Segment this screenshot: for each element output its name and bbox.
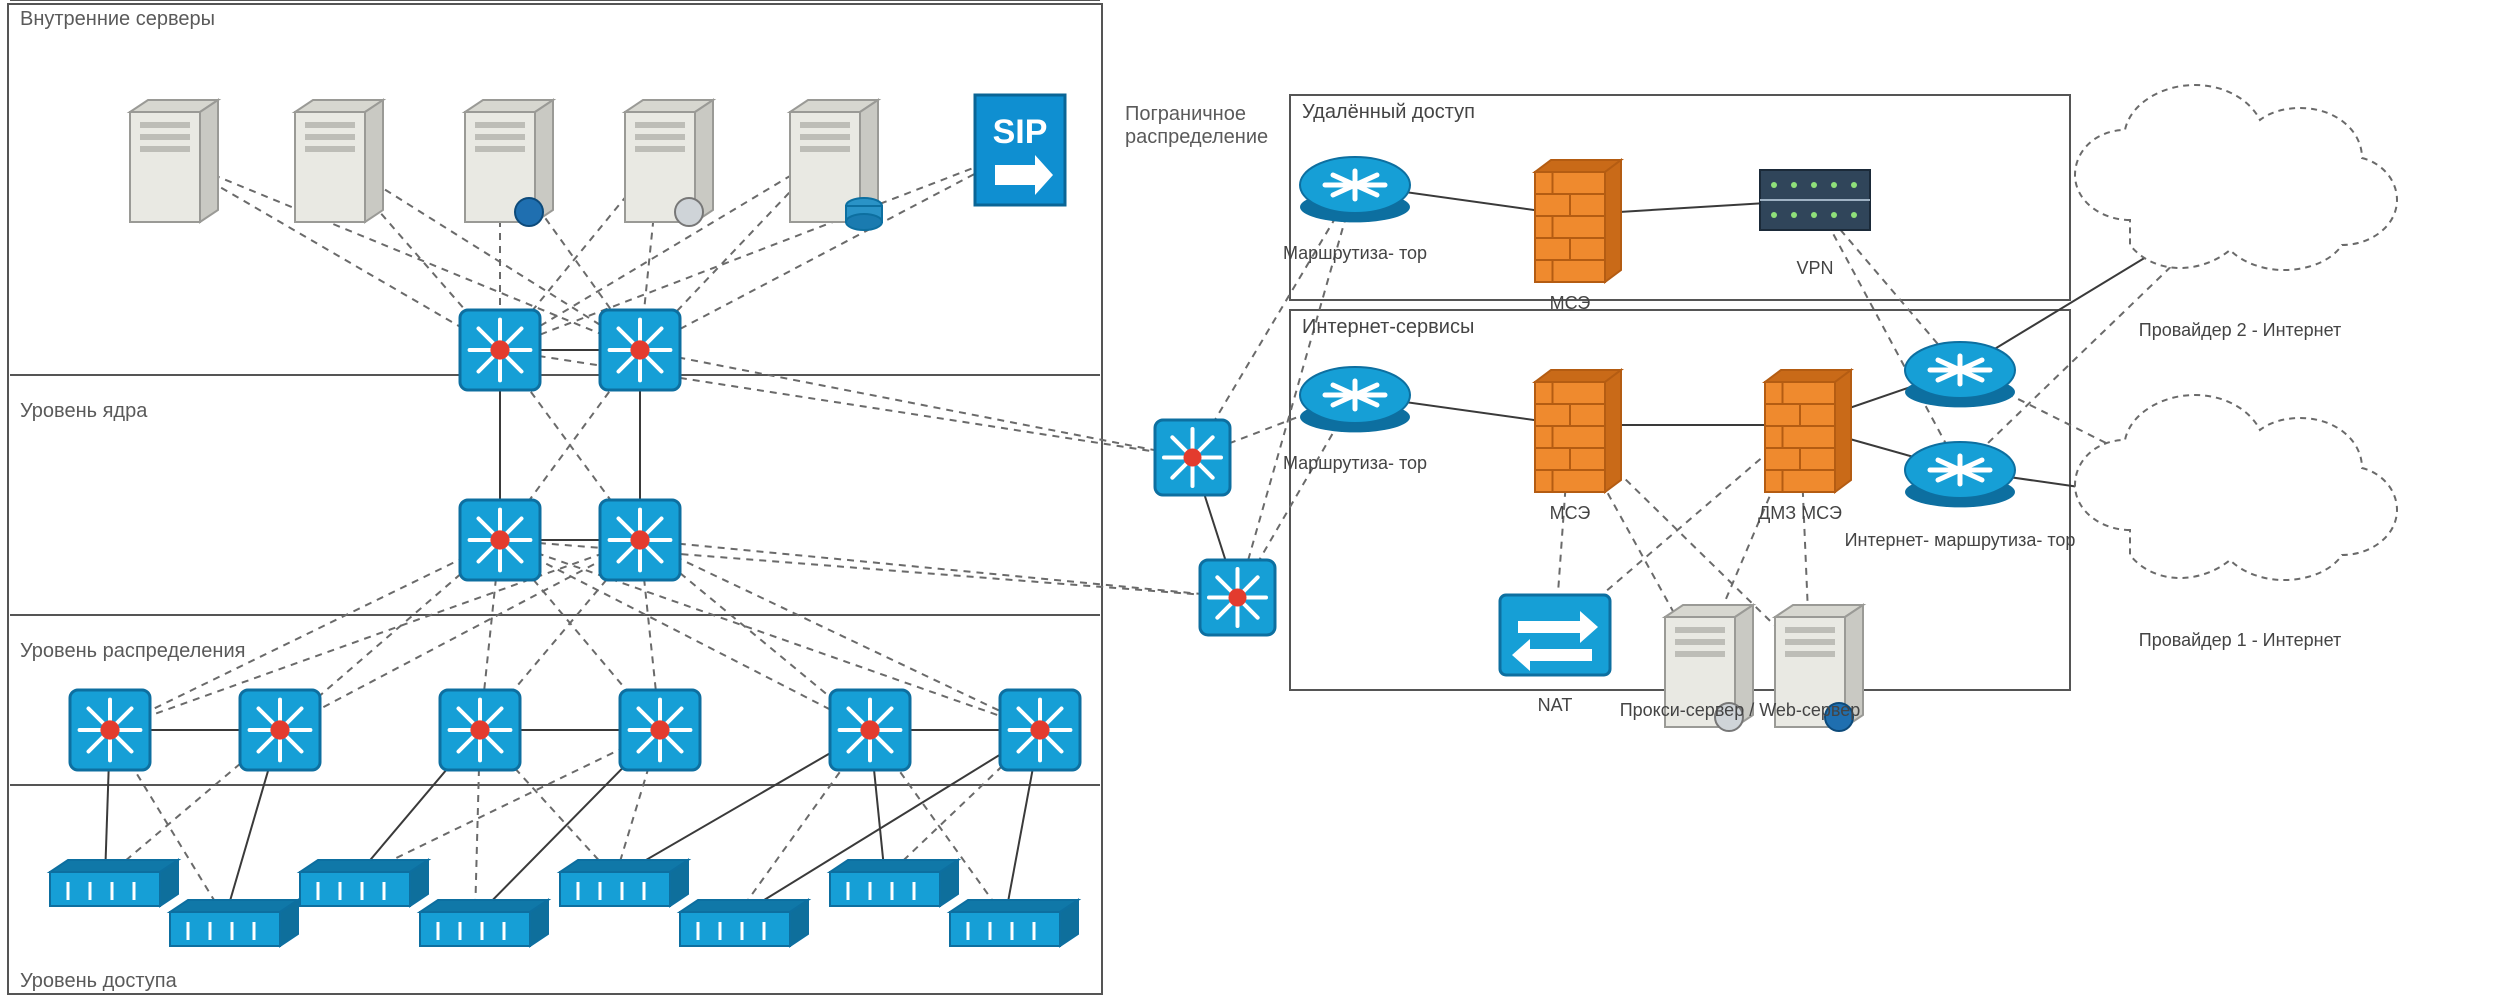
server-srv2: [295, 100, 383, 222]
access-switch-a1: [50, 860, 178, 906]
nat-nat: [1500, 595, 1610, 675]
firewall-fw_dmz: [1765, 370, 1851, 492]
switch-d5: [830, 690, 910, 770]
access-switch-a5: [560, 860, 688, 906]
label-r_rem: Маршрутиза- тор: [1283, 243, 1427, 264]
cloud-cloud2: [2075, 395, 2397, 580]
label-edge-dist: Пограничное распределение: [1125, 103, 1268, 149]
label-fw_inet: МСЭ: [1550, 503, 1591, 524]
combo-label: Прокси-сервер / Web-сервер: [1620, 700, 1861, 721]
edge-coreB-edge1: [640, 350, 1193, 458]
switch-d1: [70, 690, 150, 770]
switch-d2: [240, 690, 320, 770]
switch-aggB: [600, 500, 680, 580]
label-ir2: Интернет- маршрутиза- тор: [1845, 530, 2076, 551]
layer-nodes: SIP: [50, 85, 2397, 946]
diagram-svg: SIP: [0, 0, 2501, 1000]
edge-aggB-edge2: [640, 540, 1238, 598]
firewall-fw_rem: [1535, 160, 1621, 282]
label-tier-servers: Внутренние серверы: [20, 8, 215, 31]
svg-text:SIP: SIP: [993, 113, 1048, 151]
switch-d4: [620, 690, 700, 770]
label-cloud2: Провайдер 1 - Интернет: [2139, 630, 2341, 651]
edge-srv1-coreB: [165, 155, 640, 350]
access-switch-a3: [300, 860, 428, 906]
switch-d6: [1000, 690, 1080, 770]
switch-d3: [440, 690, 520, 770]
label-cloud1: Провайдер 2 - Интернет: [2139, 320, 2341, 341]
label-nat: NAT: [1538, 695, 1573, 716]
access-switch-a2: [170, 900, 298, 946]
router-ir1: [1905, 342, 2015, 407]
label-r_inet: Маршрутиза- тор: [1283, 453, 1427, 474]
rack-vpn: [1760, 170, 1870, 230]
switch-edge2: [1200, 560, 1275, 635]
label-tier-access: Уровень доступа: [20, 970, 177, 993]
switch-coreA: [460, 310, 540, 390]
grp-remote-label: Удалённый доступ: [1302, 101, 1475, 124]
access-switch-a6: [680, 900, 808, 946]
label-fw_dmz: ДМЗ МСЭ: [1758, 503, 1842, 524]
access-switch-a8: [950, 900, 1078, 946]
grp-inet-label: Интернет-сервисы: [1302, 316, 1474, 339]
router-r_inet: [1300, 367, 1410, 432]
grp-remote: [1290, 95, 2070, 300]
cloud-cloud1: [2075, 85, 2397, 270]
label-tier-core: Уровень ядра: [20, 400, 147, 423]
sip-sip: SIP: [975, 95, 1065, 205]
switch-edge1: [1155, 420, 1230, 495]
server-srv4: [625, 100, 713, 226]
switch-coreB: [600, 310, 680, 390]
edge-aggA-d6: [500, 540, 1040, 730]
server-srv1: [130, 100, 218, 222]
label-tier-dist: Уровень распределения: [20, 640, 245, 663]
access-switch-a4: [420, 900, 548, 946]
diagram-stage: SIP Удалённый доступ Интернет-сервисы Внутр…: [0, 0, 2501, 1000]
firewall-fw_inet: [1535, 370, 1621, 492]
edge-sip-coreA: [500, 150, 1020, 350]
access-switch-a7: [830, 860, 958, 906]
label-vpn: VPN: [1796, 258, 1833, 279]
router-r_rem: [1300, 157, 1410, 222]
router-ir2: [1905, 442, 2015, 507]
label-fw_rem: МСЭ: [1550, 293, 1591, 314]
server-srv5: [790, 100, 882, 230]
server-srv3: [465, 100, 553, 226]
switch-aggA: [460, 500, 540, 580]
